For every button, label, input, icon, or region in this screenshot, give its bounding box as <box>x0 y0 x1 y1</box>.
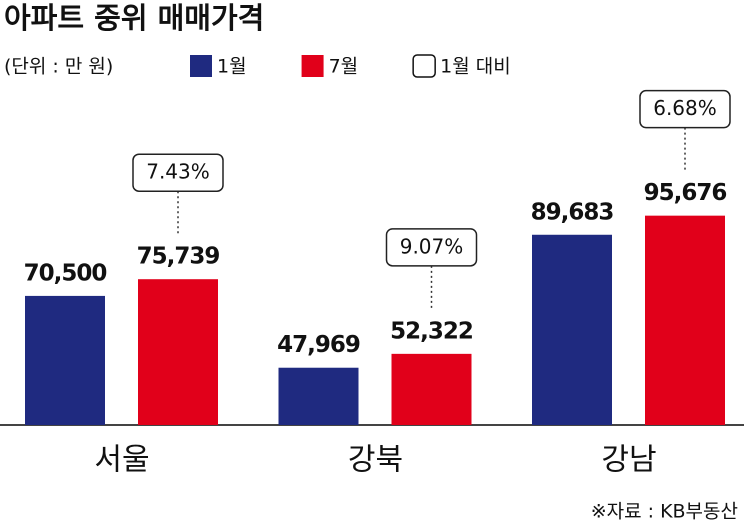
legend-swatch <box>301 55 324 77</box>
bar <box>645 215 725 425</box>
value-label: 95,676 <box>644 180 727 206</box>
value-label: 52,322 <box>390 318 473 344</box>
change-box <box>132 153 224 192</box>
change-label: 7.43% <box>146 160 210 184</box>
change-label: 9.07% <box>400 234 464 258</box>
value-label: 47,969 <box>277 332 360 358</box>
legend-label: 7월 <box>329 56 359 78</box>
x-tick-label: 서울 <box>94 443 149 478</box>
legend-swatch <box>412 54 436 78</box>
unit-label: (단위 : 만 원) <box>4 56 113 78</box>
bar <box>532 234 612 425</box>
x-tick-label: 강남 <box>601 443 656 478</box>
change-label: 6.68% <box>653 96 717 120</box>
value-label: 75,739 <box>137 244 220 270</box>
bar <box>278 367 359 425</box>
legend-label: 1월 대비 <box>440 56 511 78</box>
chart-title: 아파트 중위 매매가격 <box>4 1 264 35</box>
x-tick-label: 강북 <box>348 443 403 478</box>
value-label: 70,500 <box>24 260 107 286</box>
change-box <box>639 89 731 129</box>
bar <box>138 279 218 425</box>
legend-label: 1월 <box>217 56 247 78</box>
source: ※자료 : KB부동산 <box>591 501 738 523</box>
legend-swatch <box>190 55 212 77</box>
change-box <box>385 228 478 267</box>
bar <box>391 353 472 425</box>
value-label: 89,683 <box>531 199 614 225</box>
bar <box>25 295 105 425</box>
